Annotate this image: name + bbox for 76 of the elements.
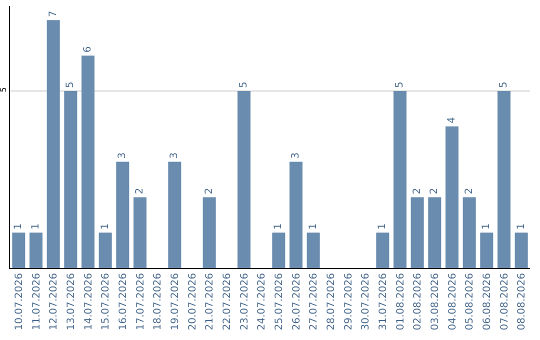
x-tick-label: 28.07.2026 (326, 273, 337, 330)
bar (376, 232, 390, 268)
data-label: 2 (412, 188, 423, 194)
bar (30, 232, 42, 268)
data-label: 4 (446, 117, 458, 124)
x-tick-label: 26.07.2026 (291, 273, 302, 330)
data-label: 7 (48, 10, 59, 18)
x-tick-label: 29.07.2026 (343, 273, 354, 330)
bar (480, 232, 494, 268)
x-tick-label: 07.08.2026 (499, 273, 510, 330)
bar (272, 232, 286, 268)
x-tick-label: 30.07.2026 (360, 273, 372, 330)
bar (394, 90, 406, 268)
bar (446, 126, 458, 268)
data-label: 5 (394, 82, 406, 88)
bar (168, 162, 182, 268)
x-tick-label: 25.07.2026 (274, 273, 285, 330)
bar (462, 197, 476, 268)
x-tick-label: 19.07.2026 (170, 273, 181, 330)
x-tick-label: 08.08.2026 (516, 273, 528, 330)
x-tick-label: 14.07.2026 (83, 273, 94, 330)
x-tick-label: 03.08.2026 (430, 273, 441, 330)
x-tick-label: 16.07.2026 (118, 273, 129, 330)
bar (410, 197, 424, 268)
x-tick-label: 10.07.2026 (14, 273, 25, 330)
x-tick-label: 24.07.2026 (256, 273, 268, 330)
bar (12, 232, 26, 268)
data-label: 1 (516, 223, 527, 230)
bar (64, 90, 78, 268)
bar (202, 197, 216, 268)
bar (428, 197, 442, 268)
x-tick-label: 18.07.2026 (152, 273, 164, 330)
x-tick-label: 05.08.2026 (464, 273, 476, 330)
data-label: 1 (273, 223, 284, 230)
bar (82, 56, 94, 268)
bar (134, 197, 146, 268)
data-label: 5 (238, 82, 250, 88)
data-label: 3 (169, 152, 180, 159)
bar (46, 20, 60, 268)
x-tick-label: 21.07.2026 (204, 273, 216, 330)
data-label: 6 (82, 46, 94, 53)
data-label: 5 (498, 82, 510, 88)
data-label: 1 (481, 223, 492, 230)
x-tick-label: 04.08.2026 (447, 273, 458, 330)
x-tick-label: 13.07.2026 (66, 273, 77, 330)
x-tick-label: 12.07.2026 (48, 273, 60, 330)
bar (116, 162, 130, 268)
bar (514, 232, 528, 268)
data-label: 2 (204, 188, 215, 194)
data-label: 3 (290, 152, 302, 159)
data-label: 3 (117, 152, 128, 159)
data-label: 1 (100, 223, 111, 230)
bar (498, 90, 510, 268)
x-tick-label: 02.08.2026 (412, 273, 424, 330)
data-label: 2 (429, 188, 440, 194)
data-label: 5 (65, 82, 76, 88)
x-tick-label: 01.08.2026 (395, 273, 406, 330)
bar (290, 162, 302, 268)
bar (306, 232, 320, 268)
x-tick-label: 11.07.2026 (31, 273, 42, 330)
x-tick-label: 15.07.2026 (100, 273, 112, 330)
data-label: 1 (377, 223, 388, 230)
bar (98, 232, 112, 268)
x-tick-label: 23.07.2026 (239, 273, 250, 330)
x-tick-label: 31.07.2026 (378, 273, 389, 330)
x-tick-label: 22.07.2026 (222, 273, 233, 330)
x-tick-label: 20.07.2026 (187, 273, 198, 330)
x-tick-label: 06.08.2026 (482, 273, 493, 330)
data-label: 1 (13, 223, 24, 230)
x-tick-label: 27.07.2026 (308, 273, 320, 330)
data-label: 1 (30, 223, 42, 230)
data-label: 2 (134, 188, 146, 194)
x-tick-label: 17.07.2026 (135, 273, 146, 330)
bar (238, 90, 250, 268)
data-label: 2 (464, 188, 475, 194)
data-label: 1 (308, 223, 319, 230)
